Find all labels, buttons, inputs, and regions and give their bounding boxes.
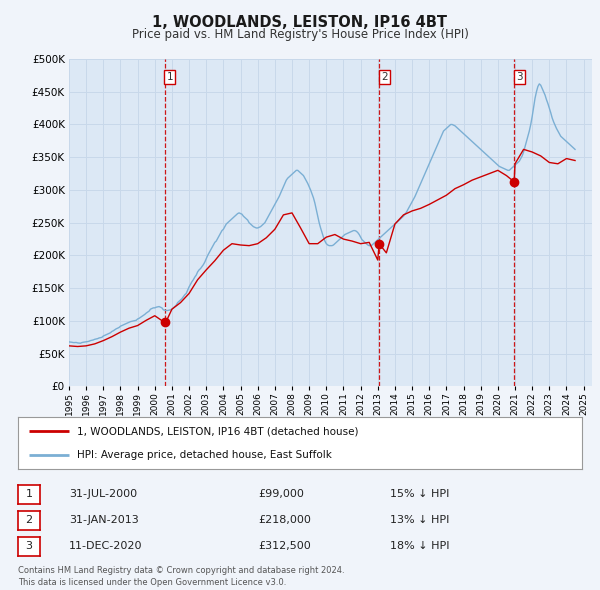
Text: 2: 2 — [26, 516, 32, 525]
Text: 3: 3 — [516, 72, 523, 82]
Text: 1, WOODLANDS, LEISTON, IP16 4BT (detached house): 1, WOODLANDS, LEISTON, IP16 4BT (detache… — [77, 426, 359, 436]
Text: 31-JUL-2000: 31-JUL-2000 — [69, 490, 137, 499]
Text: 31-JAN-2013: 31-JAN-2013 — [69, 516, 139, 525]
Text: 3: 3 — [26, 542, 32, 551]
Text: 15% ↓ HPI: 15% ↓ HPI — [390, 490, 449, 499]
Text: 11-DEC-2020: 11-DEC-2020 — [69, 542, 143, 551]
Text: HPI: Average price, detached house, East Suffolk: HPI: Average price, detached house, East… — [77, 450, 332, 460]
Text: 1, WOODLANDS, LEISTON, IP16 4BT: 1, WOODLANDS, LEISTON, IP16 4BT — [152, 15, 448, 30]
Text: 2: 2 — [381, 72, 388, 82]
Text: 13% ↓ HPI: 13% ↓ HPI — [390, 516, 449, 525]
Text: £99,000: £99,000 — [258, 490, 304, 499]
Text: £312,500: £312,500 — [258, 542, 311, 551]
Text: Contains HM Land Registry data © Crown copyright and database right 2024.
This d: Contains HM Land Registry data © Crown c… — [18, 566, 344, 587]
Text: Price paid vs. HM Land Registry's House Price Index (HPI): Price paid vs. HM Land Registry's House … — [131, 28, 469, 41]
Text: £218,000: £218,000 — [258, 516, 311, 525]
Text: 1: 1 — [166, 72, 173, 82]
Text: 1: 1 — [26, 490, 32, 499]
Text: 18% ↓ HPI: 18% ↓ HPI — [390, 542, 449, 551]
